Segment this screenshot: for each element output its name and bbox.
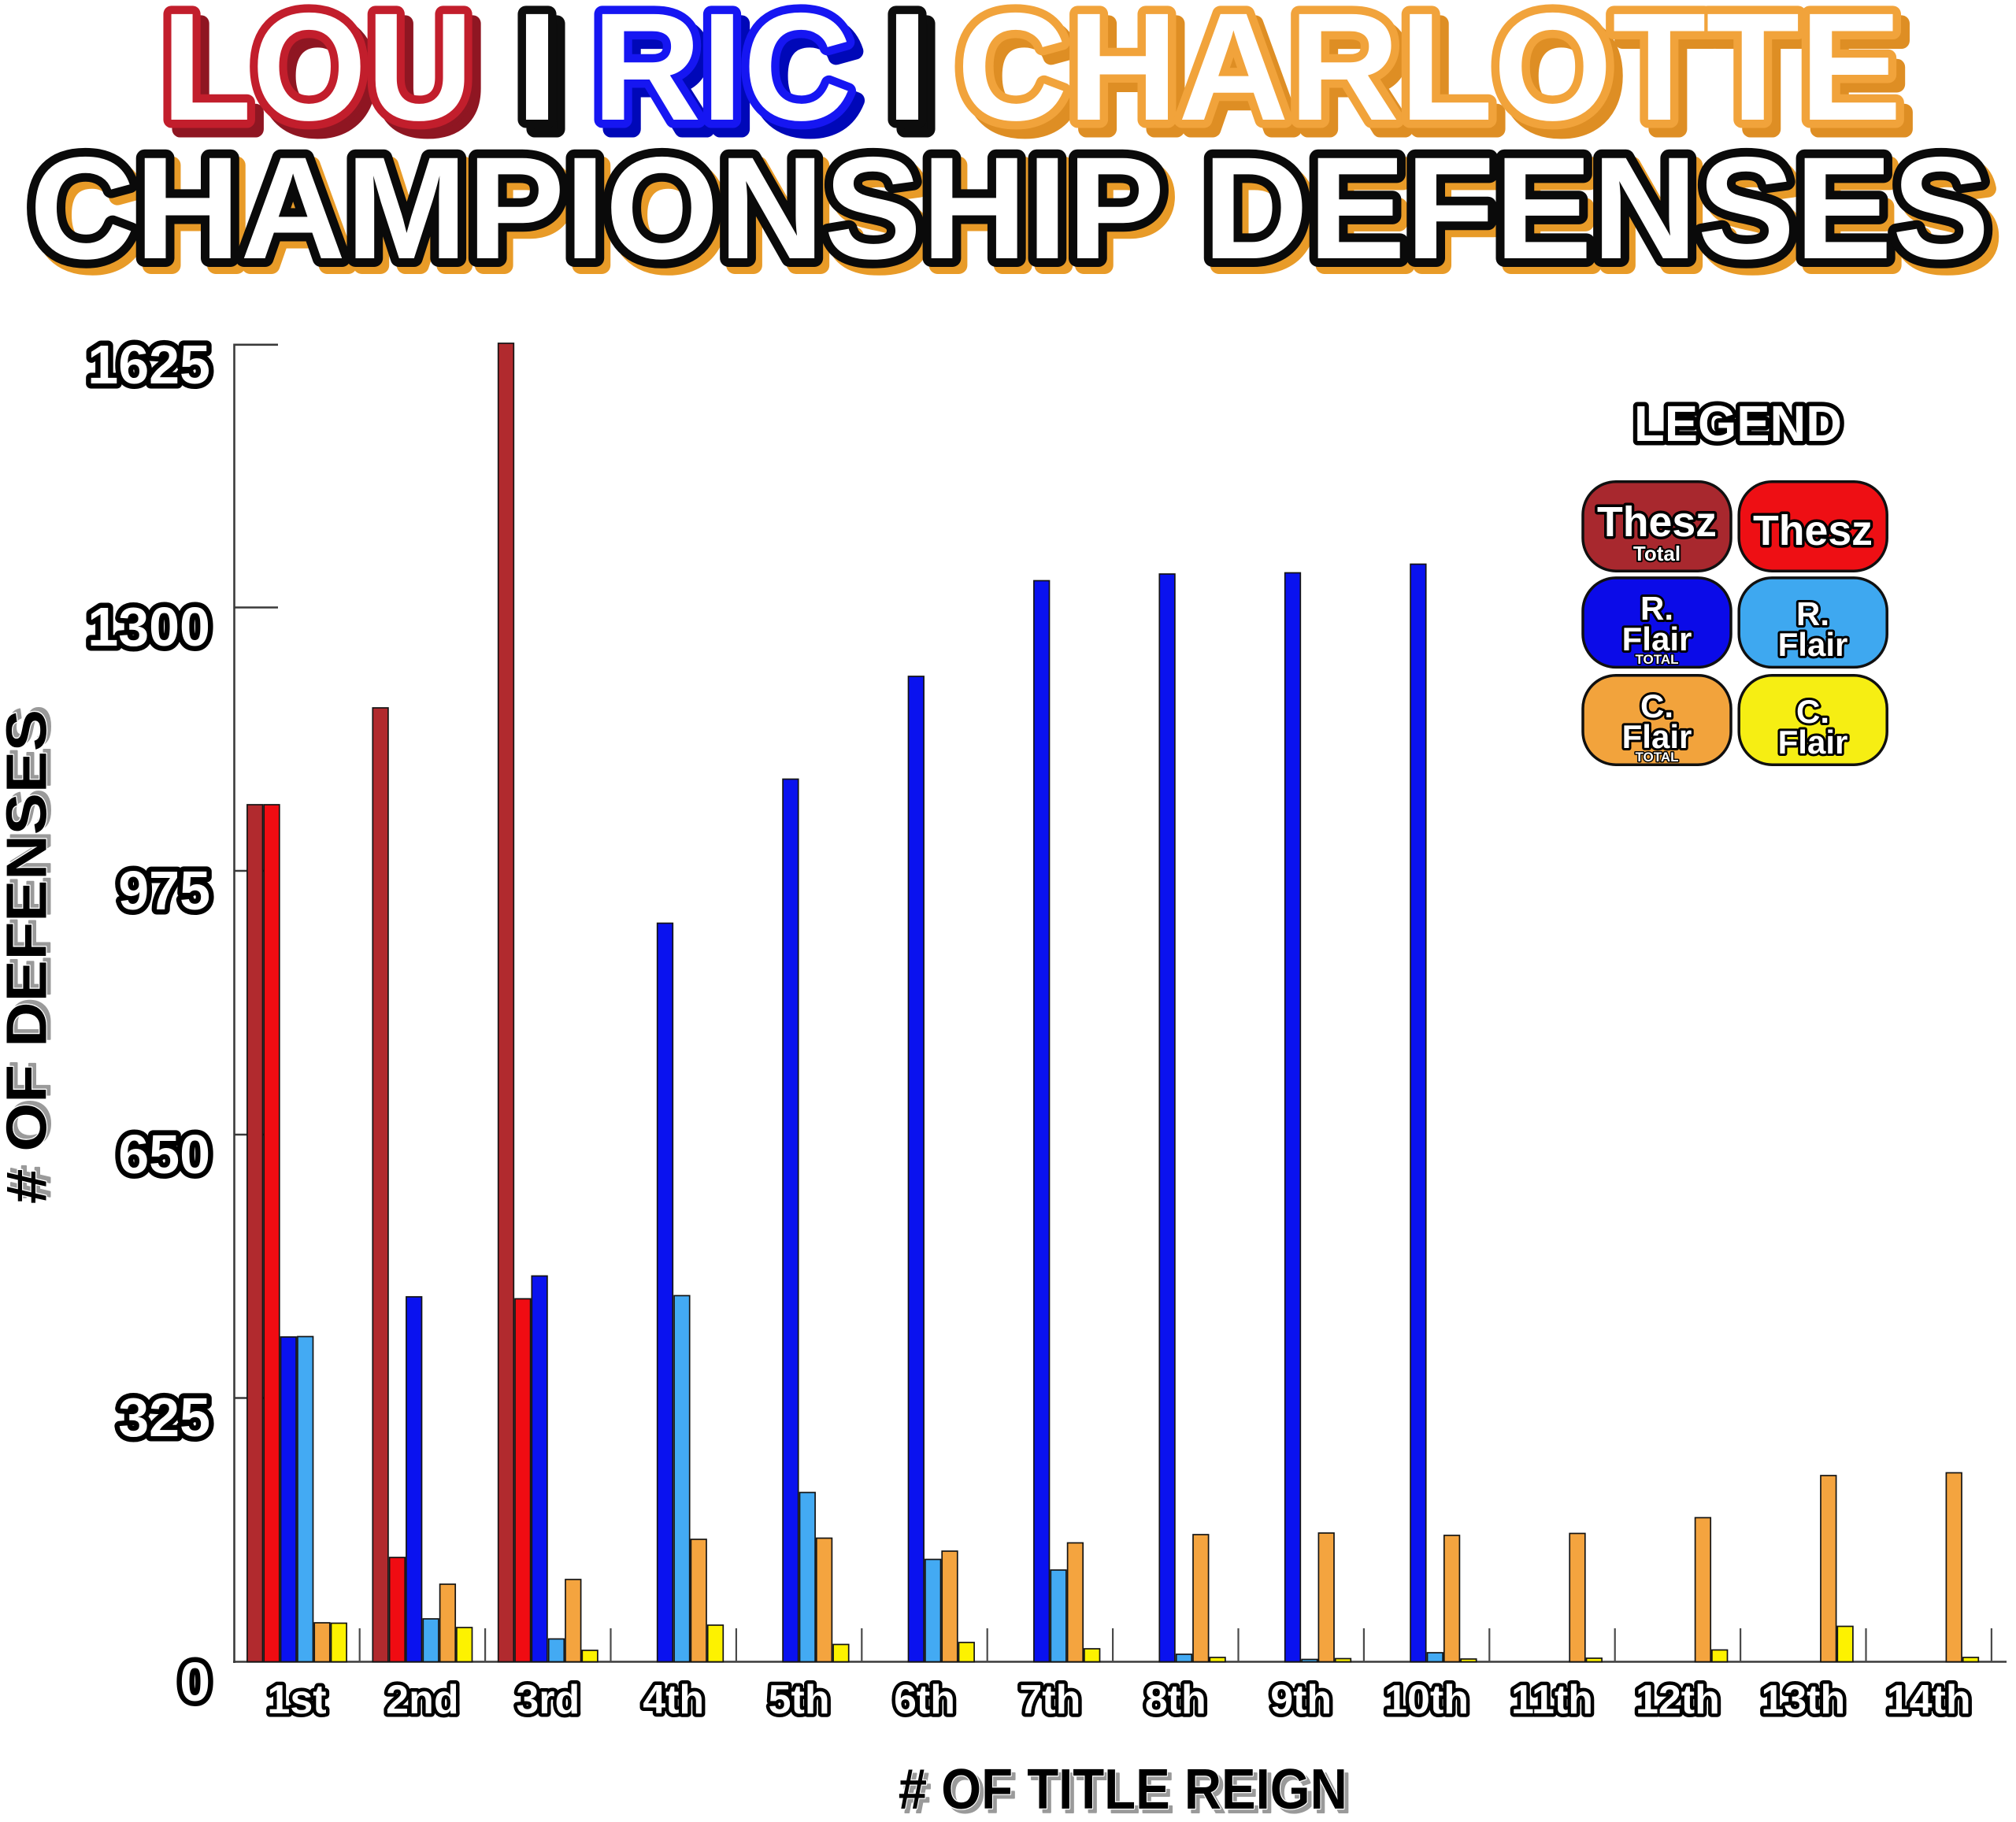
- svg-text:5th: 5th: [769, 1677, 830, 1723]
- svg-text:650: 650: [118, 1124, 210, 1185]
- svg-text:LOU: LOU: [170, 0, 482, 162]
- svg-text:RIC: RIC: [601, 0, 861, 162]
- svg-text:10th: 10th: [1384, 1677, 1469, 1723]
- svg-text:1625: 1625: [87, 334, 210, 395]
- svg-text:14th: 14th: [1887, 1677, 1971, 1723]
- svg-text:Flair: Flair: [1778, 724, 1848, 761]
- svg-text:I: I: [524, 0, 567, 162]
- svg-text:CHARLOTTE: CHARLOTTE: [965, 0, 1910, 162]
- svg-text:R.: R.: [1640, 590, 1673, 627]
- svg-text:Thesz: Thesz: [1597, 498, 1717, 546]
- svg-text:6th: 6th: [894, 1677, 955, 1723]
- svg-text:4th: 4th: [643, 1677, 704, 1723]
- svg-text:LEGEND: LEGEND: [1634, 395, 1842, 452]
- svg-text:RIC: RIC: [592, 0, 852, 153]
- svg-text:975: 975: [118, 860, 210, 921]
- svg-text:13th: 13th: [1761, 1677, 1845, 1723]
- svg-text:I: I: [516, 0, 558, 153]
- svg-text:I: I: [895, 0, 937, 162]
- svg-text:TOTAL: TOTAL: [1635, 652, 1678, 667]
- svg-text:8th: 8th: [1145, 1677, 1206, 1723]
- svg-text:1st: 1st: [267, 1677, 326, 1723]
- svg-text:# OF TITLE REIGN: # OF TITLE REIGN: [902, 1762, 1351, 1822]
- svg-text:# OF DEFENSES: # OF DEFENSES: [0, 709, 59, 1204]
- svg-text:R.: R.: [1796, 595, 1829, 632]
- svg-text:# OF DEFENSES: # OF DEFENSES: [0, 705, 63, 1200]
- svg-text:TOTAL: TOTAL: [1635, 750, 1678, 765]
- svg-text:0: 0: [180, 1651, 210, 1713]
- svg-text:Flair: Flair: [1622, 620, 1692, 657]
- svg-text:Flair: Flair: [1622, 718, 1692, 755]
- svg-text:12th: 12th: [1636, 1677, 1720, 1723]
- svg-text:CHARLOTTE: CHARLOTTE: [957, 0, 1902, 153]
- svg-text:# OF TITLE REIGN: # OF TITLE REIGN: [899, 1758, 1347, 1821]
- svg-text:Flair: Flair: [1778, 626, 1848, 663]
- svg-text:1300: 1300: [87, 596, 210, 657]
- svg-text:325: 325: [118, 1387, 210, 1448]
- svg-text:C.: C.: [1640, 687, 1673, 724]
- svg-text:3rd: 3rd: [516, 1677, 580, 1723]
- svg-text:C.: C.: [1796, 693, 1829, 730]
- svg-text:Total: Total: [1633, 542, 1681, 565]
- svg-text:7th: 7th: [1019, 1677, 1080, 1723]
- svg-text:LOU: LOU: [161, 0, 473, 153]
- svg-text:CHAMPIONSHIP DEFENSES: CHAMPIONSHIP DEFENSES: [30, 128, 1990, 290]
- svg-text:I: I: [886, 0, 928, 153]
- svg-text:2nd: 2nd: [386, 1677, 458, 1723]
- svg-text:CHAMPIONSHIP DEFENSES: CHAMPIONSHIP DEFENSES: [36, 135, 1996, 297]
- svg-text:9th: 9th: [1270, 1677, 1332, 1723]
- svg-text:11th: 11th: [1511, 1677, 1593, 1723]
- svg-text:Thesz: Thesz: [1753, 507, 1873, 554]
